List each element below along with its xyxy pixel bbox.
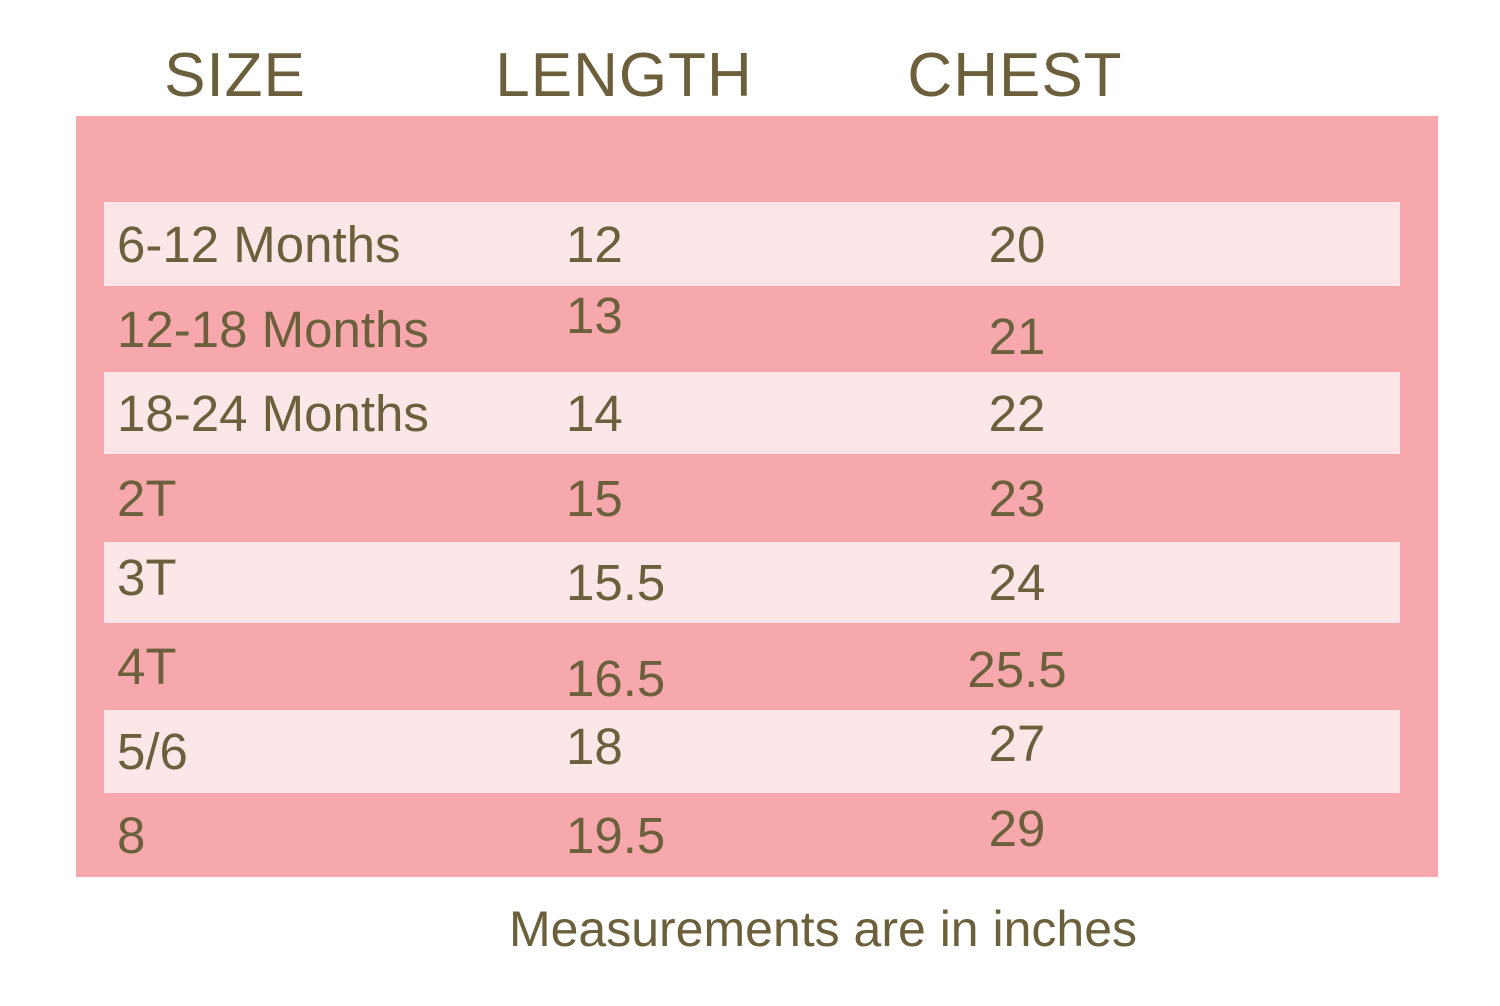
table-row: 3T 15.5 24 [104,542,1400,623]
cell-chest: 21 [988,307,1046,365]
size-chart-panel: 6-12 Months 12 20 12-18 Months 13 21 18-… [76,116,1438,877]
table-row: 2T 15 23 [104,454,1400,542]
cell-size: 6-12 Months [117,215,401,273]
cell-chest: 20 [988,215,1046,273]
cell-chest: 25.5 [967,641,1067,698]
cell-length: 12 [566,215,623,273]
cell-length: 18 [566,718,623,775]
table-row: 8 19.5 29 [104,793,1400,877]
cell-chest: 23 [988,469,1046,527]
cell-size: 12-18 Months [117,300,429,358]
measurements-note: Measurements are in inches [508,901,1138,957]
cell-chest: 27 [988,715,1046,772]
cell-size: 4T [117,638,177,695]
cell-size: 8 [117,806,146,864]
table-row: 6-12 Months 12 20 [104,202,1400,286]
cell-length: 19.5 [566,806,666,864]
table-row: 5/6 18 27 [104,710,1400,793]
cell-size: 5/6 [117,723,188,780]
cell-size: 18-24 Months [117,384,429,442]
cell-chest: 24 [988,554,1046,611]
table-row: 18-24 Months 14 22 [104,372,1400,454]
cell-size: 3T [117,549,177,606]
column-header-chest: CHEST [907,40,1123,110]
column-header-length: LENGTH [495,40,753,110]
cell-length: 16.5 [566,650,666,707]
cell-chest: 22 [988,384,1046,442]
cell-length: 15.5 [566,554,666,611]
cell-length: 13 [566,286,623,344]
table-row: 12-18 Months 13 21 [104,286,1400,372]
cell-length: 14 [566,384,623,442]
table-row: 4T 16.5 25.5 [104,623,1400,710]
cell-size: 2T [117,469,177,527]
cell-length: 15 [566,469,623,527]
column-header-size: SIZE [164,40,306,110]
cell-chest: 29 [988,799,1046,857]
